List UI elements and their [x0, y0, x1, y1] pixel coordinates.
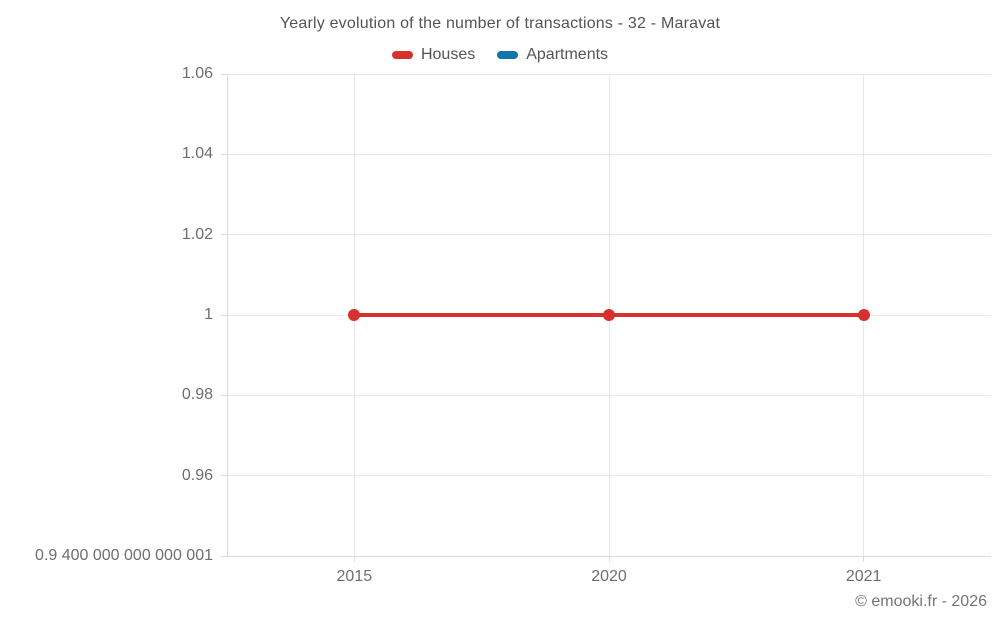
legend-swatch-apartments — [497, 51, 519, 59]
y-tick — [221, 73, 227, 75]
x-tick — [608, 556, 610, 562]
y-axis-label: 0.98 — [181, 386, 213, 404]
x-axis-label: 2020 — [591, 568, 627, 585]
copyright: © emooki.fr - 2026 — [855, 593, 987, 610]
y-tick — [221, 555, 227, 557]
chart-title: Yearly evolution of the number of transa… — [279, 15, 721, 32]
y-axis-label: 1.04 — [181, 145, 213, 163]
legend-item-apartments[interactable]: Apartments — [497, 46, 608, 64]
x-tick — [863, 556, 865, 562]
series-line-houses — [609, 313, 864, 317]
data-point-houses[interactable] — [348, 309, 361, 321]
x-tick — [353, 556, 355, 562]
legend-label-apartments: Apartments — [526, 46, 609, 63]
y-tick — [221, 475, 227, 477]
series-line-houses — [354, 313, 609, 317]
y-tick — [221, 314, 227, 316]
legend-swatch-houses — [391, 51, 413, 59]
y-axis-line — [226, 74, 228, 556]
y-axis-label: 0.9 400 000 000 000 001 — [35, 547, 213, 564]
legend-item-houses[interactable]: Houses — [391, 46, 476, 64]
y-axis-label: 0.96 — [181, 466, 213, 484]
x-axis-label: 2015 — [336, 568, 373, 585]
y-axis-label: 1.02 — [181, 225, 213, 243]
data-point-houses[interactable] — [857, 309, 870, 321]
y-tick — [221, 234, 227, 236]
y-tick — [221, 153, 227, 155]
legend-label-houses: Houses — [420, 46, 476, 63]
legend: Houses Apartments — [0, 45, 1000, 65]
y-tick — [221, 394, 227, 396]
x-axis-line — [227, 555, 991, 557]
y-axis-label: 1 — [204, 306, 213, 323]
x-axis-label: 2021 — [845, 568, 882, 585]
data-point-houses[interactable] — [603, 309, 615, 321]
y-axis-label: 1.06 — [181, 65, 213, 82]
